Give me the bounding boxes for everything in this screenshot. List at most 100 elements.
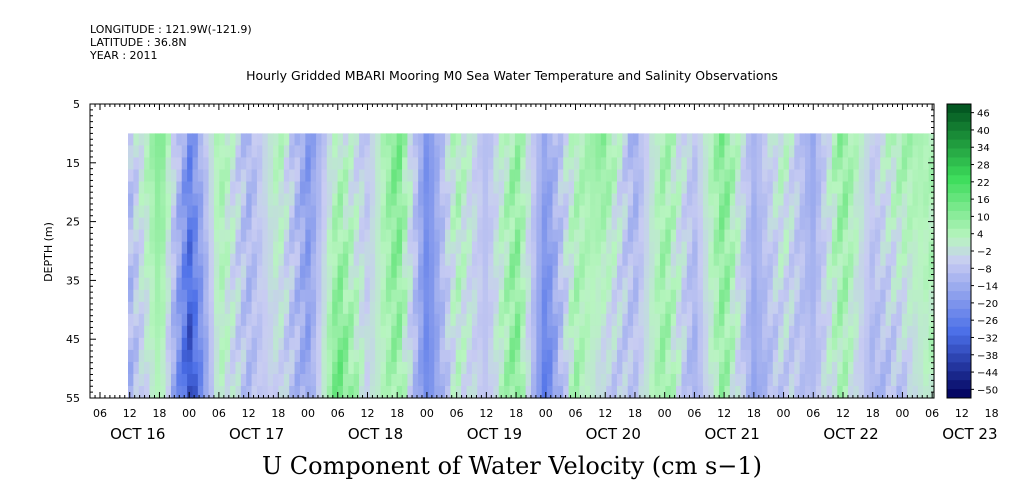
heatmap-cell — [853, 265, 860, 279]
heatmap-cell — [595, 349, 602, 363]
heatmap-cell — [326, 169, 333, 183]
heatmap-cell — [912, 265, 919, 279]
heatmap-cell — [821, 373, 828, 387]
heatmap-cell — [224, 241, 231, 255]
heatmap-cell — [735, 385, 742, 399]
heatmap-cell — [224, 229, 231, 243]
heatmap-cell — [267, 193, 274, 207]
heatmap-cell — [326, 181, 333, 195]
heatmap-cell — [466, 265, 473, 279]
heatmap-cell — [853, 337, 860, 351]
heatmap-cell — [219, 325, 226, 339]
heatmap-cell — [874, 289, 881, 303]
heatmap-cell — [353, 373, 360, 387]
heatmap-cell — [213, 349, 220, 363]
heatmap-cell — [316, 205, 323, 219]
heatmap-cell — [568, 265, 575, 279]
heatmap-cell — [633, 373, 640, 387]
heatmap-cell — [649, 181, 656, 195]
heatmap-cell — [498, 265, 505, 279]
heatmap-cell — [240, 205, 247, 219]
heatmap-cell — [471, 229, 478, 243]
heatmap-cell — [455, 217, 462, 231]
heatmap-cell — [353, 289, 360, 303]
heatmap-cell — [391, 349, 398, 363]
heatmap-cell — [649, 385, 656, 399]
heatmap-cell — [815, 277, 822, 291]
heatmap-cell — [278, 313, 285, 327]
heatmap-cell — [187, 373, 194, 387]
heatmap-cell — [256, 229, 263, 243]
heatmap-cell — [267, 241, 274, 255]
heatmap-cell — [170, 193, 177, 207]
heatmap-cell — [842, 181, 849, 195]
heatmap-cell — [891, 337, 897, 351]
heatmap-cell — [896, 301, 903, 315]
heatmap-cell — [633, 325, 640, 339]
heatmap-cell — [375, 349, 382, 363]
colorbar-swatch — [947, 104, 971, 114]
heatmap-cell — [471, 253, 478, 267]
heatmap-cell — [283, 205, 290, 219]
heatmap-cell — [676, 217, 683, 231]
heatmap-cell — [880, 181, 887, 195]
heatmap-cell — [729, 169, 736, 183]
heatmap-cell — [321, 253, 328, 267]
colorbar-swatch — [947, 139, 971, 149]
heatmap-cell — [235, 385, 242, 399]
heatmap-cell — [369, 385, 376, 399]
heatmap-cell — [412, 217, 419, 231]
colorbar-tick-label: 40 — [977, 126, 990, 137]
heatmap-cell — [595, 193, 602, 207]
heatmap-cell — [810, 145, 817, 159]
heatmap-cell — [273, 229, 280, 243]
heatmap-cell — [176, 205, 183, 219]
heatmap-cell — [901, 145, 908, 159]
heatmap-cell — [197, 325, 204, 339]
heatmap-cell — [885, 361, 892, 375]
heatmap-cell — [815, 157, 822, 171]
heatmap-cell — [805, 325, 812, 339]
heatmap-cell — [418, 241, 425, 255]
heatmap-cell — [364, 217, 371, 231]
heatmap-cell — [488, 229, 494, 243]
x-tick-label: 06 — [569, 407, 583, 420]
heatmap-cell — [138, 157, 145, 171]
heatmap-cell — [837, 337, 844, 351]
heatmap-cell — [670, 253, 677, 267]
heatmap-cell — [428, 289, 435, 303]
heatmap-cell — [573, 289, 580, 303]
heatmap-cell — [251, 289, 258, 303]
heatmap-cell — [697, 145, 704, 159]
heatmap-cell — [729, 229, 736, 243]
heatmap-cell — [676, 313, 683, 327]
heatmap-cell — [767, 193, 774, 207]
heatmap-cell — [213, 145, 220, 159]
heatmap-cell — [138, 145, 145, 159]
heatmap-cell — [848, 385, 854, 399]
heatmap-cell — [455, 337, 462, 351]
heatmap-cell — [681, 181, 688, 195]
heatmap-cell — [686, 349, 693, 363]
heatmap-cell — [788, 349, 795, 363]
heatmap-cell — [412, 337, 419, 351]
heatmap-cell — [402, 181, 409, 195]
heatmap-cell — [874, 385, 881, 399]
heatmap-cell — [133, 169, 140, 183]
heatmap-cell — [579, 289, 586, 303]
heatmap-cell — [391, 385, 398, 399]
heatmap-cell — [439, 205, 446, 219]
heatmap-cell — [815, 361, 822, 375]
heatmap-cell — [450, 133, 457, 147]
heatmap-cell — [724, 373, 731, 387]
heatmap-cell — [584, 361, 591, 375]
heatmap-cell — [907, 181, 914, 195]
heatmap-cell — [482, 313, 489, 327]
heatmap-cell — [208, 253, 215, 267]
heatmap-cell — [509, 241, 516, 255]
heatmap-cell — [606, 181, 613, 195]
heatmap-cell — [402, 145, 409, 159]
heatmap-cell — [708, 253, 715, 267]
heatmap-cell — [756, 217, 763, 231]
heatmap-cell — [144, 301, 151, 315]
